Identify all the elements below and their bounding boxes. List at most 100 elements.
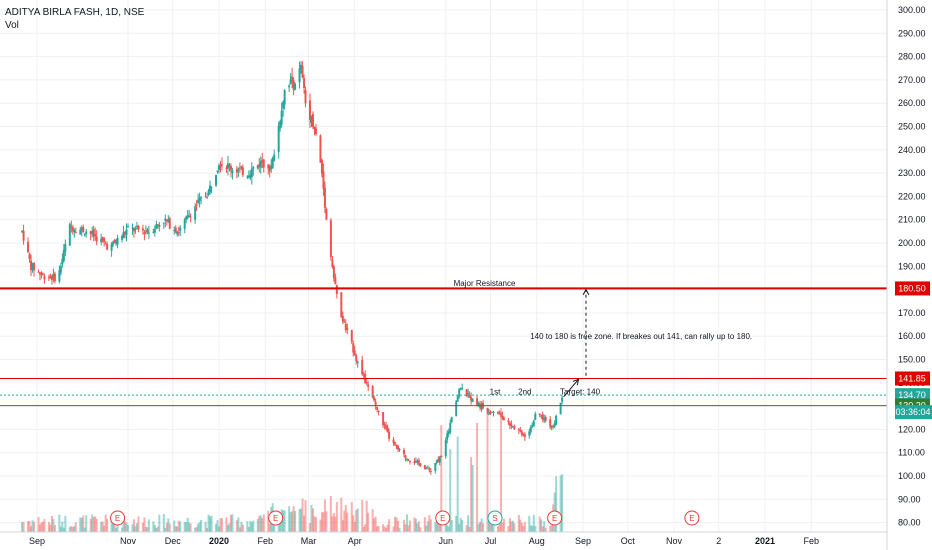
candle-body bbox=[419, 463, 422, 467]
volume-bar bbox=[320, 512, 323, 532]
volume-bar bbox=[238, 527, 241, 532]
candle-body bbox=[152, 231, 155, 233]
volume-bar bbox=[220, 518, 223, 532]
volume-bar bbox=[407, 525, 410, 532]
candle-body bbox=[220, 164, 223, 166]
candle-body bbox=[510, 424, 513, 427]
volume-bar bbox=[374, 516, 377, 532]
candle-body bbox=[353, 350, 356, 356]
volume-bar bbox=[417, 521, 420, 532]
candle-body bbox=[449, 423, 452, 433]
volume-bar bbox=[408, 520, 411, 532]
volume-bar bbox=[447, 526, 450, 532]
volume-bar bbox=[301, 498, 304, 532]
volume-bar bbox=[510, 521, 513, 532]
candle-body bbox=[404, 455, 407, 459]
candle-body bbox=[294, 83, 297, 90]
volume-bar bbox=[470, 457, 473, 532]
candle-body bbox=[313, 126, 316, 129]
volume-bar bbox=[492, 522, 495, 532]
candle-body bbox=[291, 76, 294, 83]
candle-body bbox=[279, 121, 282, 129]
volume-bar bbox=[511, 520, 514, 532]
volume-bar bbox=[398, 527, 401, 532]
candle-body bbox=[465, 389, 468, 397]
chart-grid bbox=[0, 0, 887, 532]
candle-body bbox=[189, 216, 192, 218]
volume-bar bbox=[414, 518, 417, 532]
candle-body bbox=[270, 165, 273, 170]
price-tag-label: 180.50 bbox=[898, 283, 926, 293]
volume-bar bbox=[529, 525, 532, 532]
candle-body bbox=[417, 460, 420, 464]
volume-bar bbox=[329, 496, 332, 532]
candle-body bbox=[104, 243, 107, 245]
volume-bar bbox=[477, 523, 480, 532]
price-tick-label: 230.00 bbox=[898, 168, 926, 178]
candle-body bbox=[110, 244, 113, 251]
price-tick-label: 270.00 bbox=[898, 75, 926, 85]
candle-body bbox=[198, 197, 201, 202]
volume-bar bbox=[499, 408, 502, 532]
price-tag-label: 141.85 bbox=[898, 373, 926, 383]
volume-bar bbox=[246, 521, 249, 532]
candle-body bbox=[82, 227, 85, 233]
candle-body bbox=[68, 223, 71, 246]
volume-bar bbox=[371, 509, 374, 532]
candle-body bbox=[408, 461, 411, 463]
candle-body bbox=[346, 328, 349, 330]
candle-body bbox=[392, 439, 395, 444]
candle-body bbox=[146, 229, 149, 233]
candle-body bbox=[331, 259, 334, 267]
candle-body bbox=[352, 343, 355, 353]
volume-bar bbox=[459, 517, 462, 532]
volume-bar bbox=[33, 521, 36, 532]
volume-bar bbox=[298, 508, 301, 532]
volume-bar bbox=[292, 505, 295, 532]
price-axis: 300.00 290.00 280.00 270.00 260.00 250.00 240.… bbox=[898, 5, 926, 528]
volume-indicator-label[interactable]: Vol bbox=[5, 20, 19, 31]
volume-bar bbox=[522, 525, 525, 532]
volume-bar bbox=[153, 524, 156, 532]
price-tick-label: 170.00 bbox=[898, 308, 926, 318]
volume-bar bbox=[319, 519, 322, 532]
symbol-title[interactable]: ADITYA BIRLA FASH, 1D, NSE bbox=[5, 7, 145, 18]
candle-body bbox=[52, 273, 55, 278]
volume-bar bbox=[314, 517, 317, 532]
volume-bar bbox=[100, 521, 103, 532]
volume-bar bbox=[261, 518, 264, 532]
volume-bar bbox=[121, 527, 124, 532]
candle-body bbox=[250, 168, 253, 178]
volume-bar bbox=[467, 515, 470, 532]
volume-bar bbox=[491, 522, 493, 532]
volume-bar bbox=[50, 515, 53, 532]
candle-body bbox=[492, 411, 495, 413]
candle-body bbox=[383, 424, 386, 426]
candle-body bbox=[444, 439, 447, 457]
candle-body bbox=[425, 468, 428, 470]
candle-body bbox=[322, 170, 325, 189]
candle-body bbox=[241, 167, 244, 176]
volume-bar bbox=[519, 519, 522, 532]
candle-body bbox=[523, 434, 526, 438]
price-tick-label: 220.00 bbox=[898, 191, 926, 201]
candle-body bbox=[491, 411, 493, 413]
volume-bar bbox=[21, 521, 24, 532]
candle-body bbox=[458, 389, 461, 397]
volume-bar bbox=[325, 511, 328, 532]
volume-bar bbox=[446, 525, 449, 532]
candle-body bbox=[476, 398, 479, 406]
candle-body bbox=[177, 232, 180, 234]
candle-body bbox=[225, 167, 228, 169]
volume-bar bbox=[62, 527, 65, 532]
price-tag bbox=[895, 371, 930, 386]
time-tick-label: Sep bbox=[29, 536, 45, 546]
candle-body bbox=[361, 359, 364, 375]
arrow-head bbox=[582, 288, 590, 296]
candle-body bbox=[538, 413, 541, 415]
volume-bar bbox=[343, 510, 346, 532]
volume-bar bbox=[194, 527, 197, 532]
volume-bar bbox=[528, 515, 531, 532]
